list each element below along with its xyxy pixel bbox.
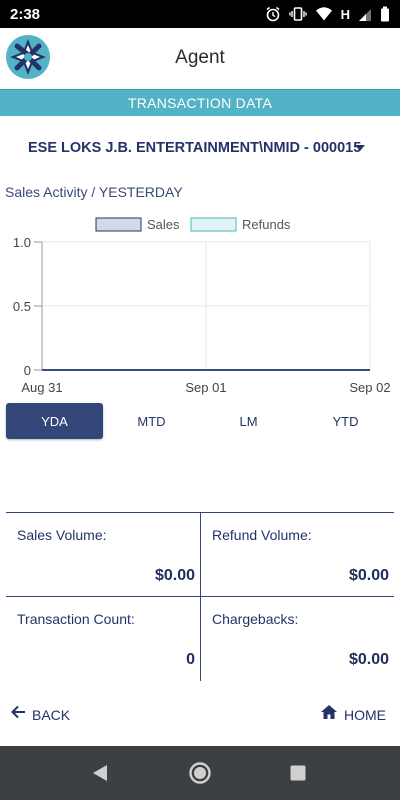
y-tick-label: 0 xyxy=(24,363,31,378)
refund-volume-label: Refund Volume: xyxy=(212,527,312,543)
wifi-icon xyxy=(315,5,333,23)
chargebacks-label: Chargebacks: xyxy=(212,611,299,627)
status-time: 2:38 xyxy=(10,5,41,23)
battery-icon xyxy=(380,5,390,23)
tab-ytd[interactable]: YTD xyxy=(332,413,359,429)
y-tick-label: 1.0 xyxy=(13,235,31,250)
status-bar: 2:38 H xyxy=(0,0,400,28)
tab-yda[interactable]: YDA xyxy=(6,403,103,439)
chargebacks-cell: Chargebacks: $0.00 xyxy=(200,597,394,681)
refund-volume-cell: Refund Volume: $0.00 xyxy=(200,513,394,597)
status-icons: H xyxy=(265,5,390,23)
sales-volume-cell: Sales Volume: $0.00 xyxy=(6,513,200,597)
compass-logo-icon xyxy=(4,33,52,81)
transaction-summary: Sales Volume: $0.00 Refund Volume: $0.00… xyxy=(6,512,394,681)
merchant-selected-value: ESE LOKS J.B. ENTERTAINMENT\NMID - 00001… xyxy=(28,140,362,156)
sales-activity-label: Sales Activity / YESTERDAY xyxy=(5,184,183,200)
section-banner: TRANSACTION DATA xyxy=(0,89,400,116)
legend-label-sales: Sales xyxy=(147,217,180,232)
sales-volume-value: $0.00 xyxy=(154,567,195,584)
refund-volume-value: $0.00 xyxy=(348,567,389,584)
back-button[interactable]: BACK xyxy=(10,704,70,725)
vibrate-icon xyxy=(288,5,307,23)
y-tick-label: 0.5 xyxy=(13,299,31,314)
x-tick-label: Sep 02 xyxy=(349,380,390,395)
system-home-icon[interactable] xyxy=(188,761,212,790)
sales-volume-label: Sales Volume: xyxy=(17,527,107,543)
x-tick-label: Aug 31 xyxy=(21,380,62,395)
network-type-icon: H xyxy=(340,6,350,22)
system-back-icon[interactable] xyxy=(91,764,109,787)
chargebacks-value: $0.00 xyxy=(348,651,389,668)
bottom-nav: BACK HOME xyxy=(0,700,400,732)
merchant-dropdown[interactable]: ESE LOKS J.B. ENTERTAINMENT\NMID - 00001… xyxy=(28,134,373,162)
page-title: Agent xyxy=(175,47,225,68)
arrow-left-icon xyxy=(10,704,26,725)
home-icon xyxy=(320,704,338,725)
legend-label-refunds: Refunds xyxy=(242,217,291,232)
sales-activity-chart: Sales Refunds 1.0 0.5 0 Aug 31 Sep 01 Sep 02 xyxy=(13,217,391,395)
transaction-count-value: 0 xyxy=(186,651,195,668)
legend-swatch-sales xyxy=(95,217,142,232)
tab-lm[interactable]: LM xyxy=(239,413,258,429)
transaction-count-cell: Transaction Count: 0 xyxy=(6,597,200,681)
home-button[interactable]: HOME xyxy=(320,704,386,725)
x-tick-label: Sep 01 xyxy=(185,380,226,395)
chevron-down-icon xyxy=(355,145,365,151)
section-title: TRANSACTION DATA xyxy=(127,95,273,111)
period-tabs: YDA MTD LM YTD xyxy=(6,403,394,439)
app-header: Agent xyxy=(0,28,400,88)
legend-swatch-refunds xyxy=(190,217,237,232)
system-nav-bar xyxy=(0,746,400,800)
alarm-icon xyxy=(265,5,281,23)
signal-icon xyxy=(358,5,372,23)
transaction-count-label: Transaction Count: xyxy=(17,611,135,627)
summary-row: Sales Volume: $0.00 Refund Volume: $0.00 xyxy=(6,513,394,597)
system-recents-icon[interactable] xyxy=(290,765,306,786)
tab-mtd[interactable]: MTD xyxy=(137,413,166,429)
home-label: HOME xyxy=(344,706,386,723)
summary-row: Transaction Count: 0 Chargebacks: $0.00 xyxy=(6,597,394,681)
back-label: BACK xyxy=(32,706,71,723)
